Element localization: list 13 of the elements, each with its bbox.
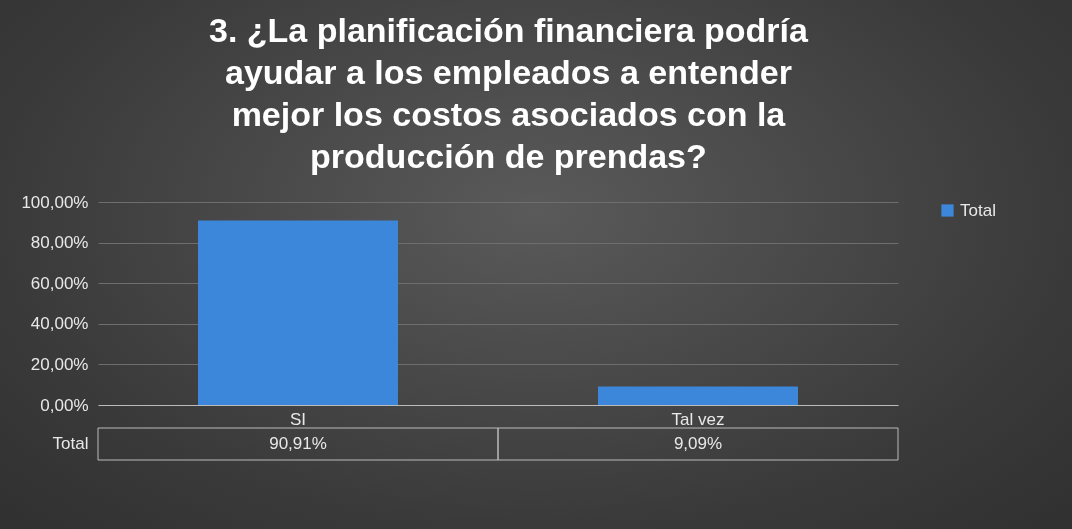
chart-title: 3. ¿La planificación financiera podría ayudar a los empleados a entender mejor los costos asociados con la producción de prendas? <box>208 11 809 175</box>
y-tick-label: 20,00% <box>30 354 89 374</box>
data-label: 9,09% <box>673 434 723 453</box>
y-tick-label: 100,00% <box>21 192 89 212</box>
x-tick-label: SI <box>289 409 307 429</box>
legend-label: Total <box>960 200 996 220</box>
text: Total <box>52 434 89 453</box>
data-label: 90,91% <box>269 434 327 453</box>
x-tick-label: Tal vez <box>671 409 725 429</box>
y-tick-label: 60,00% <box>30 273 89 293</box>
y-tick-label: 40,00% <box>30 314 89 334</box>
y-tick-label: 80,00% <box>30 233 89 253</box>
y-tick-label: 0,00% <box>40 395 89 415</box>
